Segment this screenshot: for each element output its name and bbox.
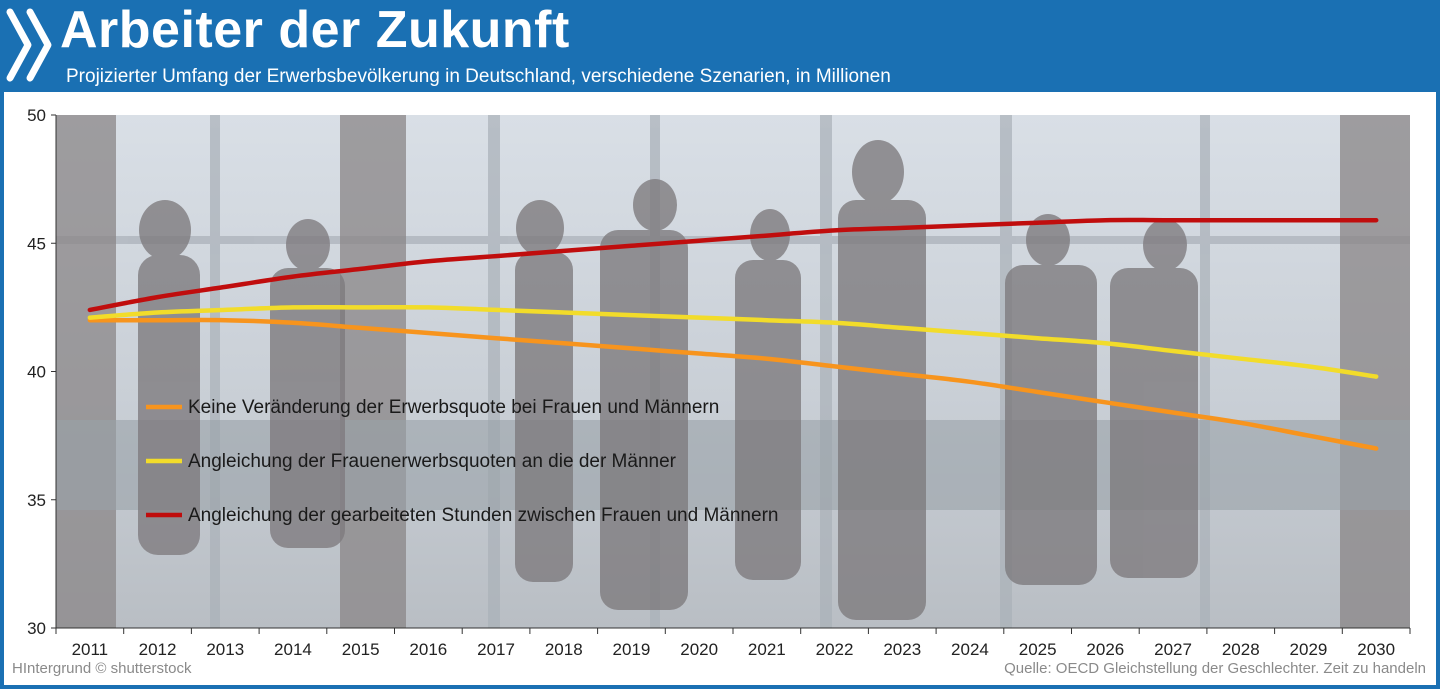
x-tick-label: 2026	[1086, 640, 1124, 659]
page-subtitle: Projizierter Umfang der Erwerbsbevölkeru…	[66, 66, 891, 87]
y-tick-label: 30	[27, 619, 46, 638]
x-tick-label: 2020	[680, 640, 718, 659]
y-tick-label: 45	[27, 234, 46, 253]
footer-credit: HIntergrund © shutterstock	[12, 660, 192, 677]
page-title: Arbeiter der Zukunft	[60, 1, 570, 59]
legend-label: Keine Veränderung der Erwerbsquote bei F…	[188, 397, 719, 418]
x-tick-label: 2014	[274, 640, 312, 659]
x-tick-label: 2013	[206, 640, 244, 659]
series-line-participation-equal	[87, 304, 1379, 379]
series-line-no-change	[87, 317, 1379, 451]
legend-label: Angleichung der gearbeiteten Stunden zwi…	[188, 505, 778, 526]
axes: 30 35 40 45 50 2011 2012 2013 2014 2015 2016 2017 20…	[27, 106, 1411, 659]
x-tick-label: 2016	[409, 640, 447, 659]
x-tick-label: 2015	[342, 640, 380, 659]
x-tick-label: 2024	[951, 640, 989, 659]
x-tick-label: 2012	[139, 640, 177, 659]
x-tick-label: 2021	[748, 640, 786, 659]
header-bar: Arbeiter der Zukunft Projizierter Umfang…	[0, 0, 1440, 92]
chevrons-logo-icon	[6, 8, 52, 82]
series-lines	[87, 217, 1379, 451]
x-tick-label: 2027	[1154, 640, 1192, 659]
x-tick-label: 2019	[613, 640, 651, 659]
x-tick-label: 2022	[816, 640, 854, 659]
background-photo	[56, 115, 1410, 628]
x-tick-label: 2025	[1019, 640, 1057, 659]
x-tick-label: 2011	[72, 640, 109, 659]
legend: Keine Veränderung der Erwerbsquote bei F…	[146, 397, 778, 526]
x-tick-label: 2029	[1290, 640, 1328, 659]
y-tick-label: 35	[27, 491, 46, 510]
x-tick-label: 2018	[545, 640, 583, 659]
x-tick-label: 2023	[883, 640, 921, 659]
x-tick-label: 2017	[477, 640, 515, 659]
x-tick-label: 2030	[1357, 640, 1395, 659]
footer-source: Quelle: OECD Gleichstellung der Geschlec…	[1004, 660, 1426, 677]
y-tick-label: 50	[27, 106, 46, 125]
x-tick-label: 2028	[1222, 640, 1260, 659]
series-line-hours-equal	[87, 217, 1379, 313]
legend-label: Angleichung der Frauenerwerbsquoten an d…	[188, 451, 677, 472]
y-tick-label: 40	[27, 363, 46, 382]
